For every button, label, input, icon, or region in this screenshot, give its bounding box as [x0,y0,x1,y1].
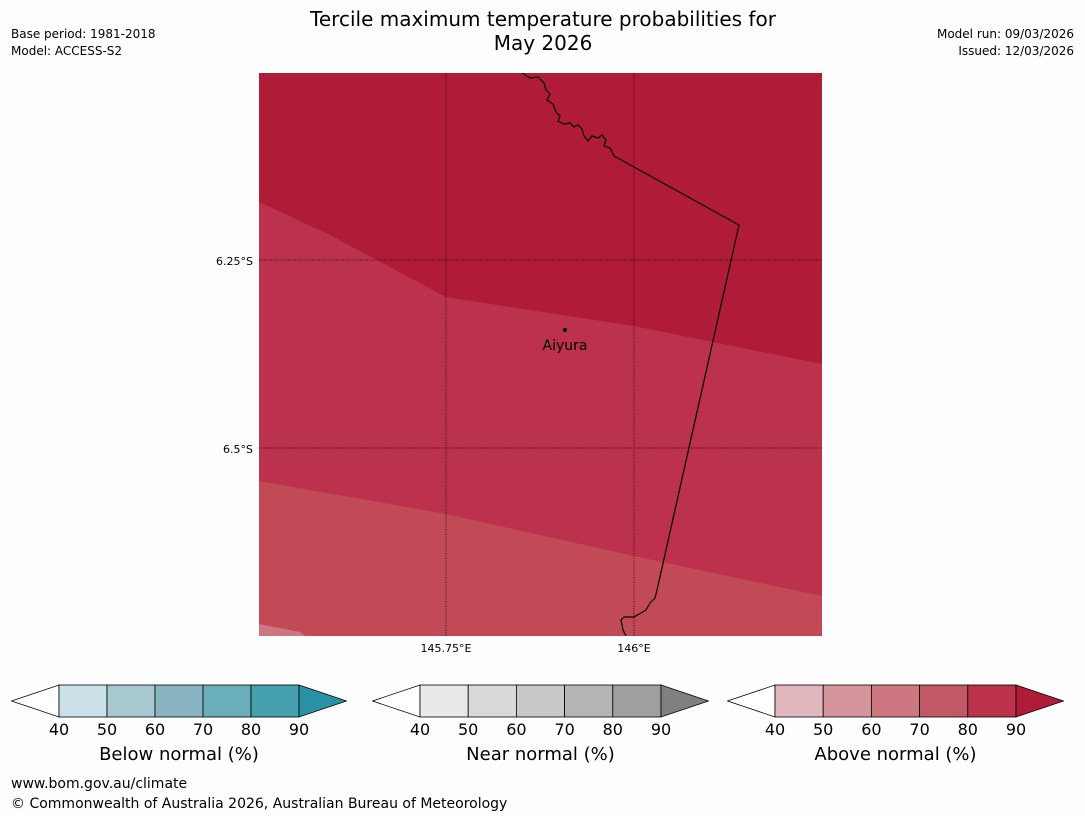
header-meta-left: Base period: 1981-2018 Model: ACCESS-S2 [11,26,156,60]
colorbar-above-normal-tick-60: 60 [861,720,882,739]
colorbar-above-normal-low-arrow [726,684,776,718]
colorbar-above-normal-tick-80: 80 [957,720,978,739]
lon-label-2: 146°E [617,642,650,655]
colorbar-above-normal-label: Above normal (%) [814,744,977,765]
lat-label-1: 6.25°S [216,255,253,268]
colorbar-above-normal-segment-50-60 [822,684,872,718]
colorbar-below-normal-segment-80-90 [250,684,300,718]
colorbar-above-normal: 40 50 60 70 80 90 Above normal (%) [726,684,1065,765]
footer: www.bom.gov.au/climate © Commonwealth of… [11,774,507,814]
colorbar-above-normal-segment-40-50 [774,684,824,718]
colorbar-near-normal-ticks: 40 50 60 70 80 90 [372,720,709,740]
colorbar-above-normal-segment-80-90 [967,684,1017,718]
colorbar-near-normal-segment-40-50 [419,684,469,718]
colorbar-near-normal-segment-80-90 [612,684,662,718]
colorbar-below-normal-high-arrow [298,684,348,718]
colorbar-near-normal: 40 50 60 70 80 90 Near normal (%) [371,684,710,765]
base-period: Base period: 1981-2018 [11,27,156,41]
colorbar-below-normal-segment-60-70 [154,684,204,718]
colorbar-near-normal-tick-50: 50 [458,720,479,739]
colorbar-near-normal-segment-70-80 [564,684,614,718]
chart-title: Tercile maximum temperature probabilitie… [243,7,843,55]
colorbar-below-normal-segment-50-60 [106,684,156,718]
colorbar-below-normal: 40 50 60 70 80 90 Below normal (%) [10,684,348,765]
title-line-1: Tercile maximum temperature probabilitie… [310,7,776,31]
colorbar-near-normal-label: Near normal (%) [466,744,615,765]
colorbar-above-normal-segment-60-70 [870,684,920,718]
colorbar-below-normal-tick-50: 50 [96,720,118,739]
colorbar-near-normal-bar [371,684,710,718]
colorbar-below-normal-tick-80: 80 [240,720,262,739]
lat-label-2: 6.5°S [223,443,253,456]
band-60-70 [259,624,305,636]
colorbar-below-normal-ticks: 40 50 60 70 80 90 [11,720,347,740]
colorbar-below-normal-tick-40: 40 [48,720,70,739]
colorbar-near-normal-tick-60: 60 [506,720,527,739]
colorbar-below-normal-tick-70: 70 [192,720,214,739]
colorbar-below-normal-tick-90: 90 [288,720,310,739]
colorbar-below-normal-segment-70-80 [202,684,252,718]
colorbar-near-normal-segment-60-70 [515,684,565,718]
band-70-80 [259,481,822,636]
colorbar-above-normal-tick-90: 90 [1005,720,1027,739]
place-label: Aiyura [543,338,588,354]
colorbar-near-normal-tick-90: 90 [650,720,672,739]
colorbar-above-normal-segment-70-80 [919,684,969,718]
colorbar-above-normal-high-arrow [1015,684,1065,718]
colorbar-below-normal-tick-60: 60 [144,720,166,739]
colorbar-near-normal-tick-70: 70 [554,720,575,739]
colorbar-below-normal-bar [10,684,348,718]
model-name: Model: ACCESS-S2 [11,44,123,58]
map-lines [259,73,822,636]
map-figure: Aiyura 6.25°S 6.5°S 145.75°E 146°E [216,73,822,655]
colorbar-near-normal-tick-80: 80 [602,720,623,739]
header-meta-right: Model run: 09/03/2026 Issued: 12/03/2026 [937,26,1074,60]
footer-url: www.bom.gov.au/climate [11,776,188,792]
colorbar-below-normal-label: Below normal (%) [99,744,259,765]
colorbar-above-normal-ticks: 40 50 60 70 80 90 [727,720,1064,740]
place-marker [563,328,567,332]
colorbar-near-normal-low-arrow [371,684,421,718]
colorbar-above-normal-tick-70: 70 [909,720,930,739]
colorbar-below-normal-segment-40-50 [58,684,108,718]
issued-date: Issued: 12/03/2026 [958,44,1074,58]
probability-contours [259,73,822,636]
colorbar-above-normal-tick-40: 40 [764,720,786,739]
footer-copyright: © Commonwealth of Australia 2026, Austra… [11,796,508,812]
title-line-2: May 2026 [493,31,593,55]
colorbar-below-normal-low-arrow [10,684,60,718]
colorbar-near-normal-high-arrow [660,684,710,718]
colorbar-above-normal-bar [726,684,1065,718]
colorbar-near-normal-tick-40: 40 [409,720,431,739]
colorbar-near-normal-segment-50-60 [467,684,517,718]
colorbar-above-normal-tick-50: 50 [813,720,834,739]
model-run-date: Model run: 09/03/2026 [936,27,1074,41]
border-line [521,73,740,636]
lon-label-1: 145.75°E [421,642,472,655]
